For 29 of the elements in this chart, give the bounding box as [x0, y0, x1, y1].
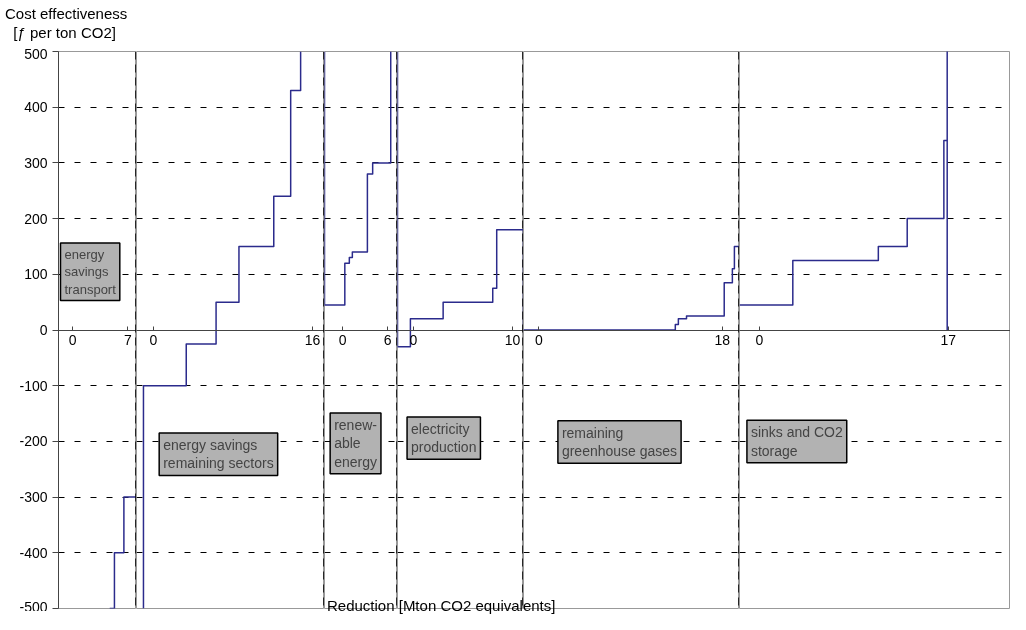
annotation: sinks and CO2 storage	[750, 423, 843, 459]
x-axis-title: Reduction [Mton CO2 equivalents]	[327, 596, 556, 616]
x-tick-label: 10	[504, 331, 521, 348]
x-tick-label: 18	[714, 331, 731, 348]
x-tick-label: 16	[304, 331, 321, 348]
y-tick-label: 200	[24, 210, 48, 227]
x-tick-label: 0	[534, 331, 543, 348]
annotation: remaining greenhouse gases	[561, 424, 678, 459]
y-tick-label: -500	[19, 598, 48, 614]
annotation: energy savings transport	[64, 246, 117, 297]
x-tick-label: 6	[383, 331, 392, 348]
x-tick-label: 0	[149, 331, 158, 348]
annotation: energy savings remaining sectors	[163, 436, 274, 471]
x-tick-label: 0	[338, 331, 347, 348]
y-tick-label: -400	[19, 544, 48, 561]
y-tick-label: 300	[24, 154, 48, 171]
x-tick-label: 0	[755, 331, 764, 348]
y-tick-label: 100	[24, 265, 48, 282]
x-tick-label: 0	[68, 331, 77, 348]
y-tick-label: 400	[24, 98, 48, 115]
y-tick-label: -300	[19, 488, 48, 505]
annotation: electricity production	[411, 420, 477, 455]
x-tick-label: 17	[940, 331, 957, 348]
y-axis-title: Cost effectiveness [ƒ per ton CO2]	[5, 5, 128, 43]
y-tick-label: -200	[19, 432, 48, 449]
x-tick-label: 7	[123, 331, 132, 348]
y-tick-label: 500	[24, 45, 48, 61]
y-tick-label: -100	[19, 377, 48, 394]
annotation: renew- able energy	[334, 416, 378, 470]
